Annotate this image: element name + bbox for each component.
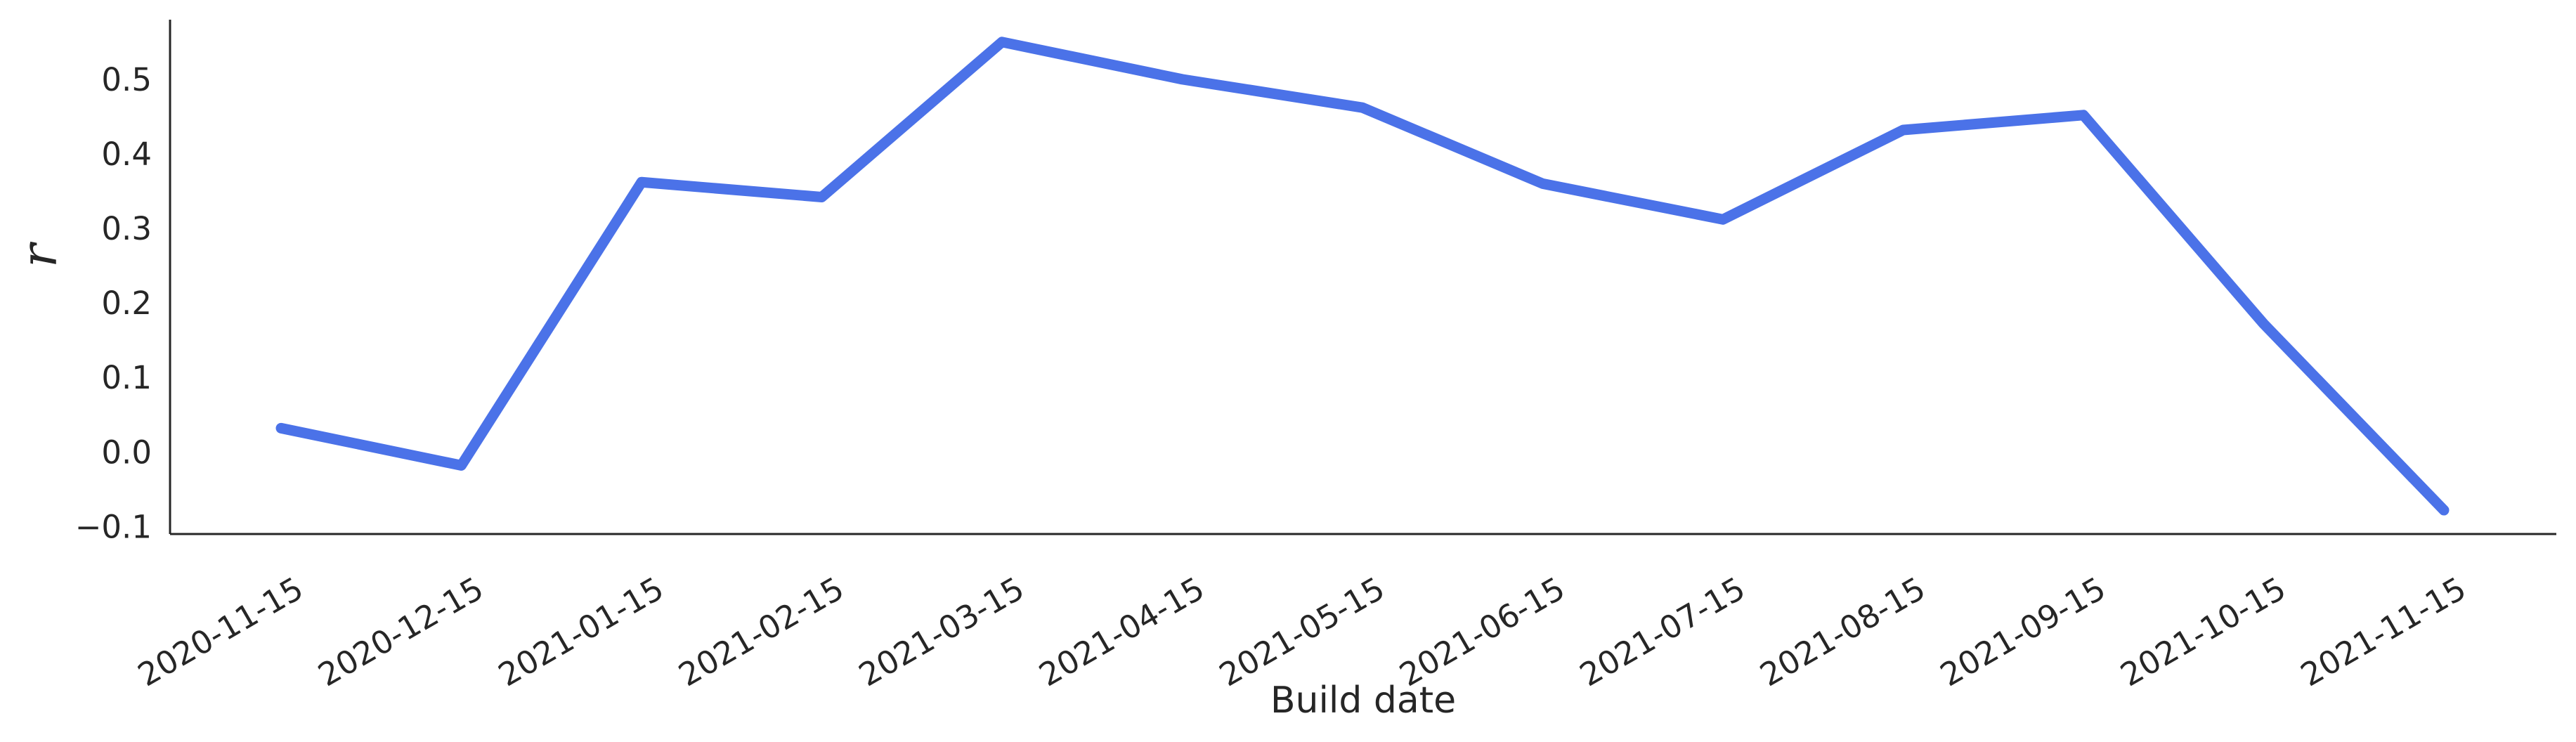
data-point bbox=[1898, 125, 1908, 136]
x-tick-label: 2021-06-15 bbox=[1393, 570, 1571, 694]
y-tick-label: 0.1 bbox=[101, 359, 152, 396]
y-tick-label: 0.3 bbox=[101, 210, 152, 247]
y-tick-label: −0.1 bbox=[75, 508, 152, 545]
x-tick-label: 2021-11-15 bbox=[2294, 570, 2472, 694]
x-tick-label: 2021-03-15 bbox=[852, 570, 1030, 694]
y-tick-label: 0.0 bbox=[101, 434, 152, 471]
x-tick-label: 2021-04-15 bbox=[1033, 570, 1211, 694]
x-tick-label: 2021-10-15 bbox=[2114, 570, 2292, 694]
y-tick-label: 0.5 bbox=[101, 61, 152, 98]
x-tick-label: 2021-07-15 bbox=[1573, 570, 1751, 694]
y-tick-label: 0.2 bbox=[101, 285, 152, 322]
x-tick-labels: 2020-11-15 2020-12-15 2021-01-15 2021-02-15… bbox=[131, 570, 2472, 694]
data-point bbox=[997, 37, 1007, 47]
data-point bbox=[2258, 318, 2269, 329]
data-point bbox=[2079, 110, 2088, 120]
x-tick-label: 2021-09-15 bbox=[1934, 570, 2112, 694]
x-axis-title: Build date bbox=[1270, 679, 1456, 722]
data-point bbox=[456, 460, 467, 471]
data-point bbox=[1537, 178, 1548, 189]
y-axis-title: r bbox=[11, 242, 68, 268]
data-point bbox=[637, 177, 646, 188]
data-point bbox=[1358, 103, 1367, 113]
x-tick-label: 2021-05-15 bbox=[1213, 570, 1391, 694]
x-tick-label: 2021-08-15 bbox=[1754, 570, 1932, 694]
data-point bbox=[1177, 74, 1188, 84]
x-tick-label: 2021-01-15 bbox=[492, 570, 670, 694]
axes bbox=[169, 20, 2556, 535]
data-point bbox=[817, 192, 827, 202]
data-point bbox=[276, 423, 286, 434]
y-tick-labels: 0.5 0.4 0.3 0.2 0.1 0.0 −0.1 bbox=[75, 61, 152, 546]
data-point bbox=[2439, 505, 2449, 516]
data-point bbox=[1718, 214, 1728, 225]
x-tick-label: 2020-11-15 bbox=[131, 570, 309, 694]
x-tick-label: 2021-02-15 bbox=[672, 570, 850, 694]
y-tick-label: 0.4 bbox=[101, 136, 152, 173]
x-tick-label: 2020-12-15 bbox=[312, 570, 490, 694]
series-group bbox=[275, 37, 2450, 516]
